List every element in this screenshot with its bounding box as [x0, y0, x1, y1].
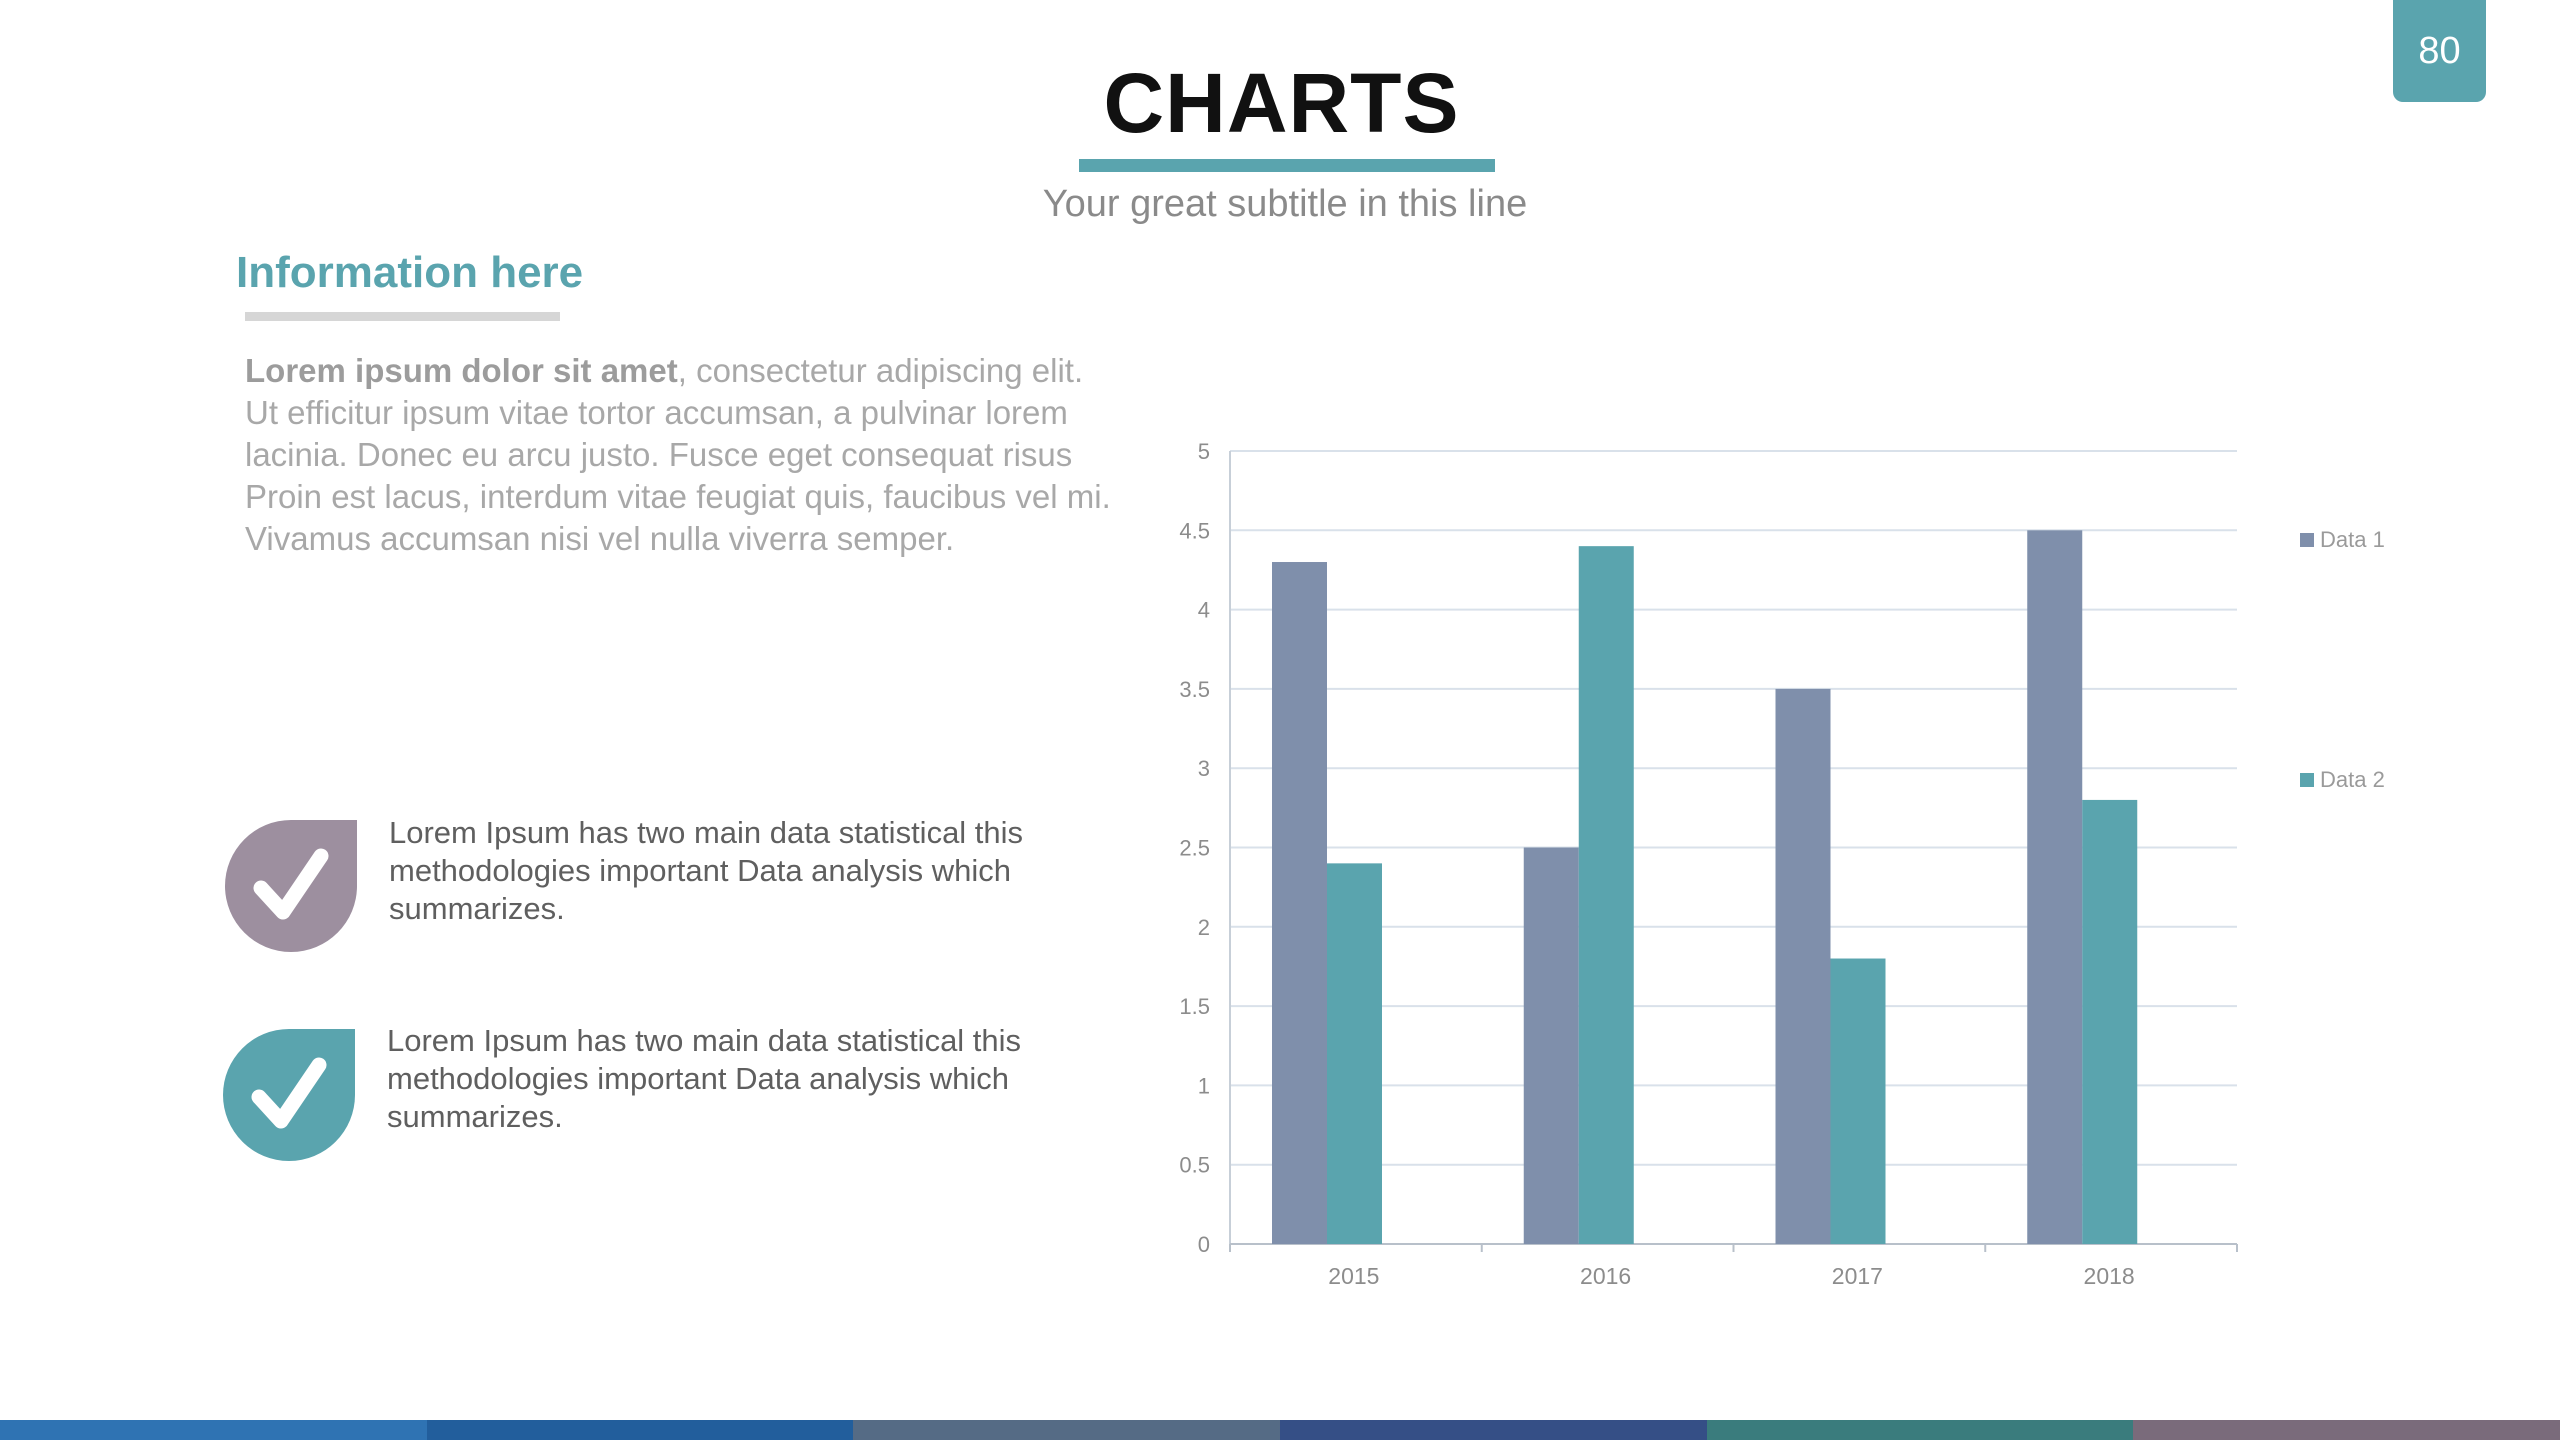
bar-2-2015 [1327, 863, 1382, 1244]
check-badge-1 [225, 820, 357, 952]
check-item-text-1: Lorem Ipsum has two main data statistica… [389, 815, 1024, 926]
legend-label-2: Data 2 [2320, 767, 2385, 792]
info-body: , consectetur adipiscing elit. Ut effici… [245, 352, 1111, 557]
info-underline [245, 312, 560, 321]
y-tick-label: 4 [1198, 598, 1210, 623]
bar-1-2018 [2027, 530, 2083, 1244]
y-tick-label: 1 [1198, 1073, 1210, 1098]
bar-1-2016 [1523, 847, 1579, 1244]
x-tick-label: 2016 [1580, 1263, 1631, 1289]
x-tick-label: 2017 [1832, 1263, 1883, 1289]
strip-segment-3 [853, 1420, 1281, 1440]
legend-label-1: Data 1 [2320, 527, 2385, 552]
bar-2-2018 [2082, 799, 2138, 1244]
page-title: CHARTS [1103, 56, 1460, 150]
strip-segment-2 [426, 1420, 854, 1440]
x-tick-label: 2018 [2084, 1263, 2135, 1289]
info-bold-lead: Lorem ipsum dolor sit amet [245, 352, 678, 389]
y-tick-label: 2 [1198, 915, 1210, 940]
bar-1-2017 [1775, 688, 1831, 1244]
bar-2-2017 [1830, 958, 1886, 1244]
strip-segment-6 [2133, 1420, 2560, 1440]
bar-2-2016 [1578, 546, 1634, 1244]
y-tick-label: 1.5 [1179, 994, 1210, 1019]
y-tick-label: 3 [1198, 756, 1210, 781]
info-paragraph: Lorem ipsum dolor sit amet, consectetur … [245, 350, 1125, 560]
strip-segment-4 [1280, 1420, 1707, 1440]
strip-segment-1 [0, 1420, 427, 1440]
y-tick-label: 0 [1198, 1232, 1210, 1257]
title-underline [1079, 159, 1495, 172]
strip-segment-5 [1706, 1420, 2134, 1440]
y-tick-label: 2.5 [1179, 836, 1210, 861]
check-icon [251, 1057, 327, 1129]
page-number-badge: 80 [2393, 0, 2486, 102]
legend-swatch-2 [2300, 773, 2314, 787]
page-subtitle: Your great subtitle in this line [1042, 183, 1528, 225]
y-tick-label: 4.5 [1179, 518, 1210, 543]
check-icon [253, 848, 329, 920]
y-tick-label: 5 [1198, 439, 1210, 464]
legend-swatch-1 [2300, 533, 2314, 547]
bar-chart: 0 0.5 1 1.5 2 2.5 3 3.5 4 4.5 5 2015 2016 2017 2018 Dat… [1179, 439, 2385, 1289]
check-item-text-2: Lorem Ipsum has two main data statistica… [387, 1023, 1022, 1134]
bar-1-2015 [1272, 562, 1327, 1244]
info-heading: Information here [236, 248, 584, 297]
y-tick-label: 3.5 [1179, 677, 1210, 702]
y-tick-label: 0.5 [1179, 1153, 1210, 1178]
check-badge-2 [223, 1029, 355, 1161]
bottom-color-strip [0, 1420, 2560, 1440]
x-tick-label: 2015 [1328, 1263, 1379, 1289]
